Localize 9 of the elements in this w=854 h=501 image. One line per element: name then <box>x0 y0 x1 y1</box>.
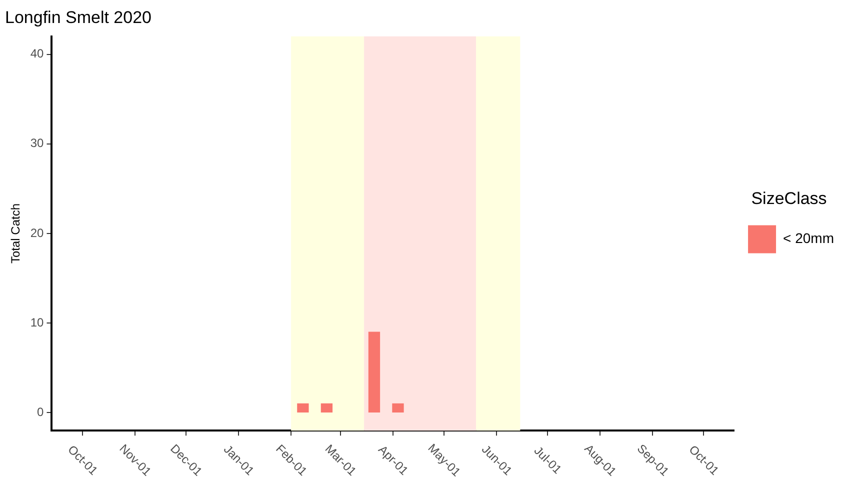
chart-title: Longfin Smelt 2020 <box>5 8 152 27</box>
legend-label: < 20mm <box>783 230 834 246</box>
y-tick-label: 30 <box>30 136 44 150</box>
y-tick-label: 20 <box>30 226 44 240</box>
y-tick-label: 40 <box>30 46 44 61</box>
y-tick-label: 10 <box>30 315 44 330</box>
legend-title: SizeClass <box>751 188 827 208</box>
y-axis-title: Total Catch <box>8 203 23 264</box>
y-tick-label: 0 <box>37 404 44 419</box>
